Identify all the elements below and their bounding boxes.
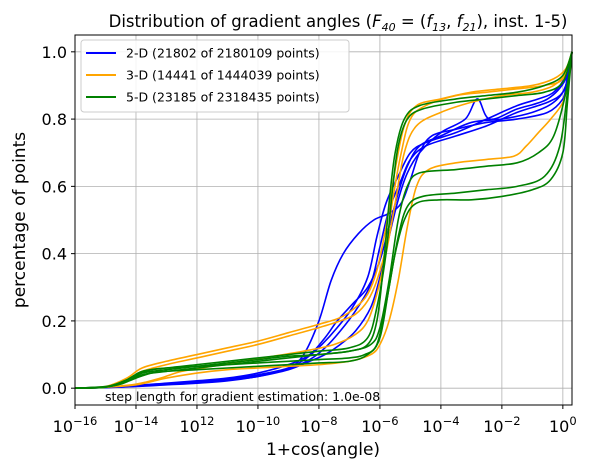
series-2-curve-2 [74,51,573,389]
series-1-curve-4 [74,51,573,389]
y-tick-label: 0.4 [42,245,67,264]
chart-title: Distribution of gradient angles (F40 = (… [109,12,568,34]
plot-lines [74,51,573,389]
x-tick-label: 10−2 [483,414,520,436]
x-tick-label: 10−6 [361,414,398,436]
series-2-curve-1 [74,51,573,389]
x-tick-label: 100 [549,414,577,436]
plot-frame [74,34,573,406]
x-tick-label: 10−14 [114,414,159,436]
y-tick-label: 0.8 [42,110,67,129]
y-tick-label: 0.0 [42,379,67,398]
x-tick-label: 1012 [179,414,214,436]
x-tick-label: 10−10 [236,414,281,436]
y-tick-label: 0.6 [42,177,67,196]
legend-box [80,39,350,113]
legend: 2-D (21802 of 2180109 points) 3-D (14441 … [80,39,350,113]
x-tick-label: 10−4 [422,414,459,436]
series-2-curve-4 [74,51,573,389]
x-tick-labels: 10−16 10−14 1012 10−10 10−8 10−6 10−4 10−2 100 [53,414,577,436]
series-2-curve-3 [74,51,573,389]
x-tick-label: 10−8 [300,414,337,436]
legend-label: 3-D (14441 of 1444039 points) [126,68,320,83]
series-3-curve-4 [74,51,573,389]
x-tick-label: 10−16 [53,414,98,436]
y-tick-labels: 0.0 0.2 0.4 0.6 0.8 1.0 [42,43,67,398]
series-3-curve-3 [74,51,573,389]
step-length-annotation: step length for gradient estimation: 1.0… [105,389,380,404]
y-axis-label: percentage of points [10,132,30,308]
series-1-curve-5 [74,51,573,389]
axis-ticks [71,51,564,409]
y-tick-label: 1.0 [42,43,67,62]
series-3-curve-5 [74,51,573,389]
y-tick-label: 0.2 [42,312,67,331]
x-axis-label: 1+cos(angle) [266,440,380,460]
legend-label: 2-D (21802 of 2180109 points) [126,46,320,61]
legend-label: 5-D (23185 of 2318435 points) [126,90,320,105]
